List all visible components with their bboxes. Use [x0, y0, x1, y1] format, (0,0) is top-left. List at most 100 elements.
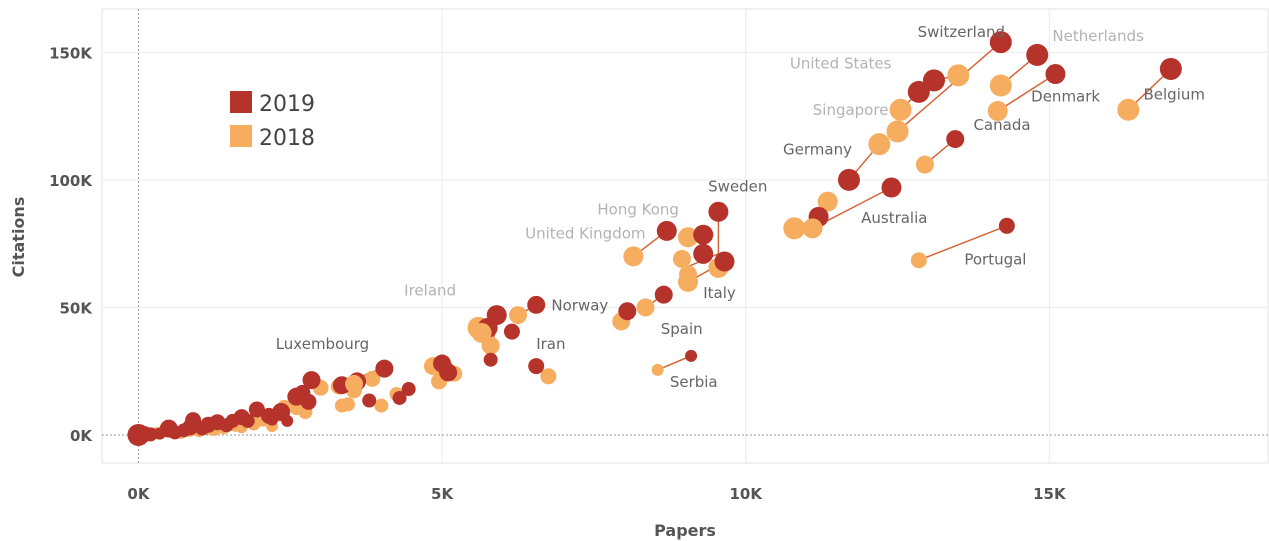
legend-label-2019: 2019 [259, 92, 315, 117]
legend-swatch-2018 [230, 125, 252, 147]
point-2019 [439, 363, 458, 382]
x-tick-label: 0K [127, 485, 150, 503]
point-2019 [240, 413, 255, 428]
country-label: Serbia [670, 373, 718, 391]
point-2019 [922, 69, 945, 92]
point-2018 [540, 368, 557, 385]
point-2019 [1159, 57, 1182, 80]
country-label: Switzerland [918, 23, 1006, 41]
connector-line [918, 225, 1008, 261]
country-label: Singapore [813, 101, 889, 119]
connector-line [897, 41, 1002, 132]
point-2018 [508, 306, 527, 325]
point-2019 [693, 224, 714, 245]
point-2018 [364, 370, 381, 387]
point-2019 [248, 401, 265, 418]
point-2018 [374, 398, 389, 413]
point-2019 [881, 177, 902, 198]
point-2019 [375, 359, 394, 378]
point-2018 [947, 64, 970, 87]
point-2019 [907, 80, 930, 103]
point-2018 [915, 155, 934, 174]
point-layer [127, 31, 1182, 446]
x-tick-label: 15K [1033, 485, 1067, 503]
country-label: Spain [661, 320, 703, 338]
y-tick-label: 100K [49, 172, 93, 190]
point-2019 [656, 220, 677, 241]
country-label: Belgium [1144, 86, 1206, 104]
legend-label-2018: 2018 [259, 126, 315, 151]
point-2019 [486, 305, 507, 326]
point-2018 [651, 363, 664, 376]
point-2018 [1117, 98, 1140, 121]
point-2019 [1026, 43, 1049, 66]
country-label: Norway [551, 297, 608, 315]
point-2019 [685, 349, 698, 362]
label-layer: Switzerland Netherlands United States Denma… [276, 23, 1205, 391]
y-tick-label: 50K [60, 299, 94, 317]
point-2018 [678, 271, 699, 292]
country-label: Netherlands [1052, 27, 1144, 45]
y-axis-title: Citations [9, 197, 28, 278]
axis-layer: 0K 5K 10K 15K 0K 50K 100K 150K [49, 44, 1067, 503]
point-2018 [817, 191, 838, 212]
point-2018 [340, 397, 355, 412]
point-2018 [987, 101, 1008, 122]
country-label: Germany [783, 140, 852, 158]
point-2019 [503, 323, 520, 340]
y-tick-label: 0K [70, 427, 93, 445]
point-2019 [714, 251, 735, 272]
point-2019 [281, 414, 294, 427]
point-2019 [362, 393, 377, 408]
point-2019 [302, 371, 321, 390]
country-label: Canada [973, 116, 1030, 134]
x-axis-title: Papers [654, 521, 716, 540]
point-2019 [401, 382, 416, 397]
connector-line [657, 355, 692, 371]
point-2019 [527, 295, 546, 314]
point-2019 [392, 390, 407, 405]
point-2018 [672, 249, 691, 268]
point-2018 [345, 374, 364, 393]
country-label: Denmark [1031, 87, 1100, 105]
point-2019 [693, 243, 714, 264]
point-2018 [783, 217, 806, 240]
point-2019 [989, 31, 1012, 54]
legend: 2019 2018 [230, 91, 315, 151]
point-2018 [636, 298, 655, 317]
point-2018 [889, 98, 912, 121]
x-tick-label: 10K [729, 485, 763, 503]
country-label: United Kingdom [525, 225, 645, 243]
point-2018 [471, 322, 492, 343]
point-2019 [708, 201, 729, 222]
point-2019 [528, 358, 545, 375]
point-2018 [678, 227, 699, 248]
country-label: United States [790, 54, 892, 72]
point-2019 [998, 217, 1015, 234]
point-2019 [483, 352, 498, 367]
legend-swatch-2019 [230, 91, 252, 113]
connector-line [997, 73, 1056, 112]
point-2019 [837, 168, 860, 191]
point-2019 [1045, 64, 1066, 85]
point-2018 [802, 218, 823, 239]
point-2018 [623, 246, 644, 267]
point-2019 [618, 302, 637, 321]
point-2018 [989, 74, 1012, 97]
country-label: Luxembourg [276, 335, 370, 353]
point-2018 [868, 133, 891, 156]
country-label: Italy [703, 284, 736, 302]
country-label: Hong Kong [597, 200, 679, 218]
point-2019 [143, 427, 158, 442]
y-tick-label: 150K [49, 44, 93, 62]
point-2018 [910, 252, 927, 269]
point-2019 [654, 285, 673, 304]
point-2018 [886, 120, 909, 143]
country-label: Portugal [964, 251, 1026, 269]
point-2019 [300, 393, 317, 410]
point-2019 [946, 130, 965, 149]
country-label: Australia [861, 209, 927, 227]
country-label: Ireland [404, 281, 456, 299]
x-tick-label: 5K [431, 485, 454, 503]
